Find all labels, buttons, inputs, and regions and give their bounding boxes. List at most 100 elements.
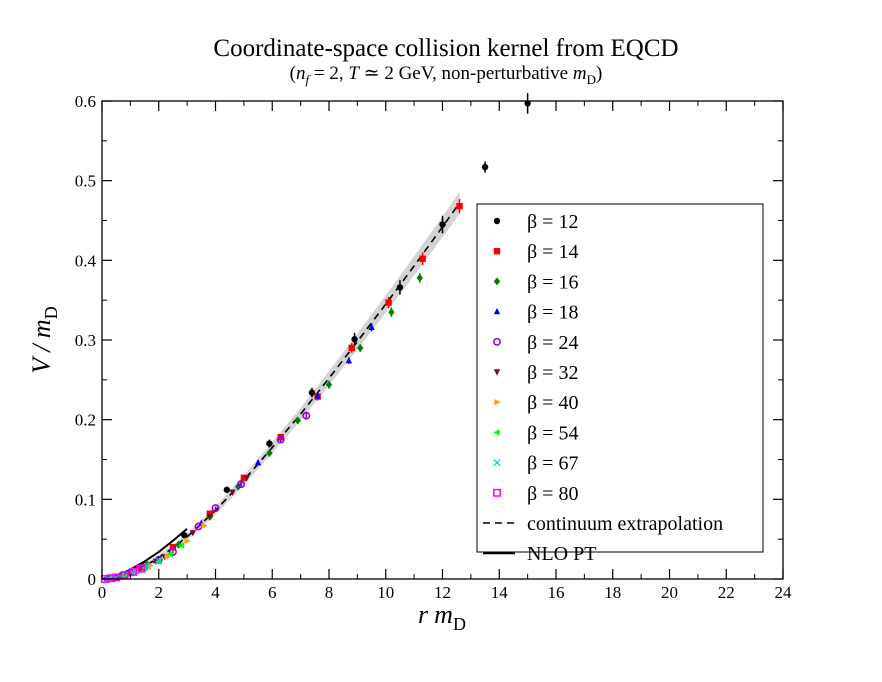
data-point xyxy=(184,537,191,544)
data-point xyxy=(169,543,177,551)
y-tick-label: 0 xyxy=(88,570,97,589)
data-point xyxy=(481,163,489,171)
data-point xyxy=(348,344,355,352)
x-tick-label: 22 xyxy=(718,583,735,602)
data-point xyxy=(357,343,364,352)
data-point xyxy=(266,449,273,458)
x-tick-label: 10 xyxy=(377,583,394,602)
data-point xyxy=(137,564,146,573)
legend-entry: β = 80 xyxy=(493,483,578,505)
data-point xyxy=(243,475,250,482)
data-point xyxy=(129,569,136,576)
legend-entry: β = 67 xyxy=(493,453,578,475)
data-point xyxy=(223,486,231,493)
extrapolation-error-band xyxy=(102,191,460,581)
data-point xyxy=(351,336,358,343)
data-point xyxy=(385,299,392,306)
y-tick-label: 0.1 xyxy=(75,490,96,509)
data-point xyxy=(254,458,262,466)
legend-entry: β = 24 xyxy=(493,332,578,354)
data-point xyxy=(189,530,196,537)
x-tick-label: 18 xyxy=(604,583,621,602)
data-point xyxy=(181,531,188,539)
data-point xyxy=(237,480,245,489)
legend-entry: β = 40 xyxy=(494,392,578,414)
extrapolation-band-layer xyxy=(102,191,460,581)
data-point xyxy=(229,489,236,496)
data-point xyxy=(388,308,395,317)
curve-layer xyxy=(101,202,461,580)
y-tick-label: 0.3 xyxy=(75,331,96,350)
data-point xyxy=(368,323,375,330)
legend-label: continuum extrapolation xyxy=(527,513,723,535)
legend-marker xyxy=(494,399,501,406)
data-point xyxy=(177,542,185,549)
data-point xyxy=(302,411,311,420)
legend-marker xyxy=(493,307,501,315)
series-2 xyxy=(112,198,463,581)
data-point xyxy=(164,553,171,560)
series-4 xyxy=(112,323,375,581)
data-point xyxy=(168,547,177,556)
data-point xyxy=(345,357,353,364)
continuum-extrapolation-line xyxy=(101,202,461,580)
legend-entry: β = 12 xyxy=(493,211,578,233)
legend-entry: continuum extrapolation xyxy=(483,513,723,535)
y-tick-label: 0.4 xyxy=(75,251,97,270)
x-tick-label: 6 xyxy=(268,583,277,602)
legend-marker xyxy=(493,337,501,346)
data-point xyxy=(416,273,423,282)
legend-label: NLO PT xyxy=(527,543,596,565)
data-point xyxy=(419,255,426,262)
legend-marker xyxy=(493,277,501,286)
y-axis-label: V / mD xyxy=(27,306,61,373)
legend-label: β = 16 xyxy=(527,271,578,293)
legend-entry: β = 18 xyxy=(493,302,578,324)
data-point xyxy=(129,567,138,576)
data-point xyxy=(325,380,333,389)
legend-marker xyxy=(493,458,501,467)
x-tick-label: 14 xyxy=(491,583,509,602)
legend-marker xyxy=(493,248,501,255)
legend-entry: NLO PT xyxy=(483,543,596,565)
data-point xyxy=(166,551,173,558)
y-tick-label: 0.6 xyxy=(75,92,96,111)
legend-label: β = 18 xyxy=(527,302,578,324)
x-tick-label: 8 xyxy=(325,583,334,602)
series-1 xyxy=(107,93,531,582)
legend-label: β = 54 xyxy=(527,422,578,444)
data-point xyxy=(211,504,220,513)
legend-label: β = 32 xyxy=(527,362,578,384)
data-point xyxy=(314,392,321,399)
y-tick-label: 0.5 xyxy=(75,172,96,191)
legend-marker xyxy=(493,429,500,436)
data-point xyxy=(112,573,121,582)
x-tick-label: 2 xyxy=(155,583,164,602)
x-tick-label: 20 xyxy=(661,583,678,602)
legend-entry: β = 14 xyxy=(493,241,578,263)
x-tick-label: 16 xyxy=(548,583,565,602)
legend-entry: β = 54 xyxy=(493,422,578,444)
x-tick-label: 0 xyxy=(98,583,107,602)
x-tick-label: 12 xyxy=(434,583,451,602)
legend-entry: β = 32 xyxy=(493,362,578,384)
legend-label: β = 24 xyxy=(527,332,578,354)
data-point xyxy=(266,440,273,447)
chart-subtitle: (nf = 2, T ≃ 2 GeV, non-perturbative mD) xyxy=(290,63,603,87)
legend-label: β = 67 xyxy=(527,453,578,475)
y-tick-label: 0.2 xyxy=(75,411,96,430)
data-point xyxy=(155,557,163,565)
data-point xyxy=(308,389,316,396)
data-point xyxy=(240,474,248,482)
legend: β = 12 β = 14 β = 16 β = 18 β = 24 β = 32 β = … xyxy=(476,203,764,565)
series-5 xyxy=(103,411,311,583)
data-point xyxy=(201,522,208,529)
chart-title: Coordinate-space collision kernel from E… xyxy=(213,35,678,62)
legend-marker xyxy=(493,217,501,225)
data-point xyxy=(206,513,214,520)
legend-box xyxy=(476,203,764,553)
x-axis-label: r mD xyxy=(418,600,466,634)
data-point xyxy=(120,571,129,579)
